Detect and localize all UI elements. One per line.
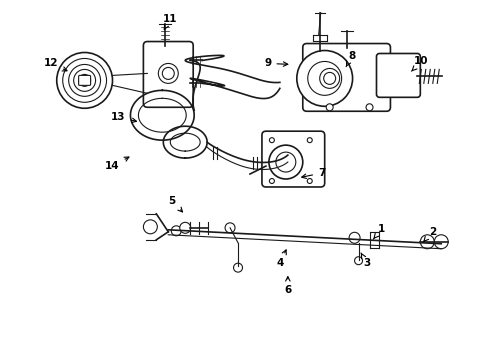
Circle shape [69,64,100,96]
Circle shape [434,235,448,249]
Circle shape [297,50,353,106]
Text: 5: 5 [169,196,182,212]
Text: 3: 3 [361,253,370,268]
Circle shape [324,72,336,84]
Circle shape [225,223,235,233]
Text: 14: 14 [105,157,129,171]
Circle shape [144,220,157,234]
Circle shape [162,67,174,80]
Circle shape [269,145,303,179]
Circle shape [78,75,91,86]
Circle shape [308,62,342,95]
Text: 7: 7 [302,168,325,179]
Circle shape [180,222,191,233]
Circle shape [307,138,312,143]
Text: 9: 9 [264,58,288,68]
Circle shape [158,63,178,84]
Text: 1: 1 [373,224,385,239]
Circle shape [319,68,340,88]
Circle shape [74,69,96,91]
Text: 4: 4 [276,250,286,268]
Circle shape [307,179,312,184]
Circle shape [420,235,434,249]
Circle shape [234,263,243,272]
FancyBboxPatch shape [78,75,91,85]
Text: 2: 2 [424,227,436,242]
Circle shape [270,138,274,143]
Circle shape [172,226,181,236]
Text: 12: 12 [44,58,67,71]
Text: 10: 10 [412,57,429,71]
Circle shape [57,53,113,108]
FancyBboxPatch shape [144,41,193,107]
Circle shape [349,232,360,243]
Text: 6: 6 [284,276,292,294]
FancyBboxPatch shape [262,131,325,187]
Circle shape [326,104,333,111]
FancyBboxPatch shape [376,54,420,97]
Circle shape [355,257,363,265]
FancyBboxPatch shape [303,44,391,111]
Text: 11: 11 [163,14,177,29]
Circle shape [63,58,106,102]
Circle shape [276,152,296,172]
Circle shape [270,179,274,184]
Text: 8: 8 [346,51,355,67]
Text: 13: 13 [111,112,137,122]
Circle shape [366,104,373,111]
